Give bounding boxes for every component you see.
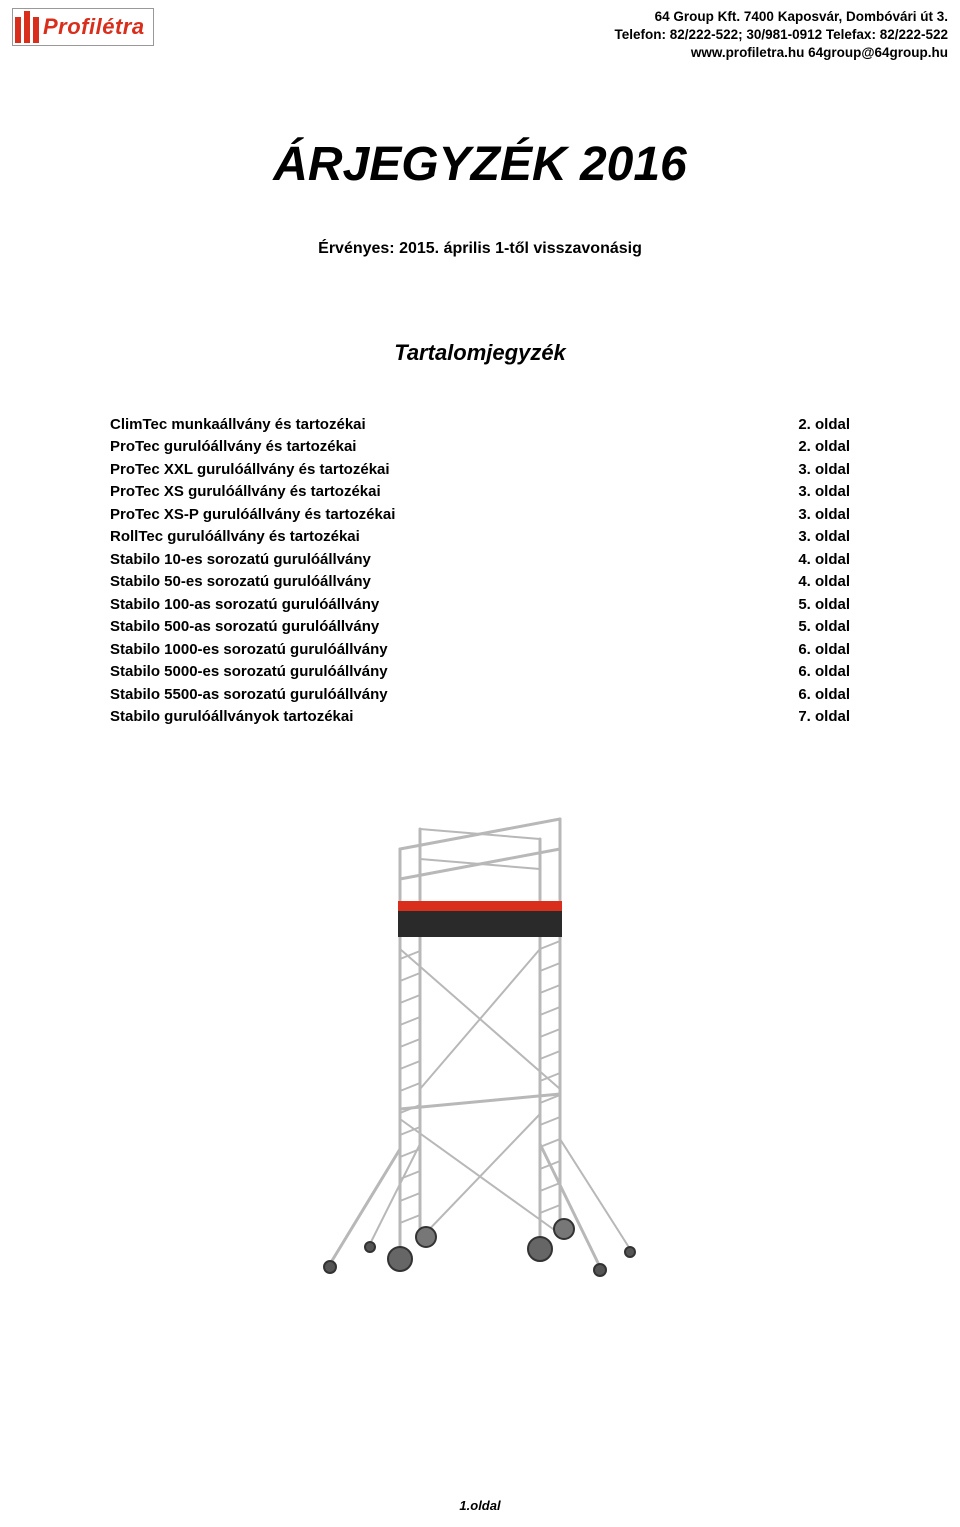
toc-label: RollTec gurulóállvány és tartozékai bbox=[110, 526, 360, 549]
toc-label: ProTec XS gurulóállvány és tartozékai bbox=[110, 481, 381, 504]
toc-label: ProTec XS-P gurulóállvány és tartozékai bbox=[110, 504, 395, 527]
company-line-1: 64 Group Kft. 7400 Kaposvár, Dombóvári ú… bbox=[615, 8, 948, 26]
toc-page: 3. oldal bbox=[798, 481, 850, 504]
toc-label: Stabilo gurulóállványok tartozékai bbox=[110, 706, 353, 729]
toc-row: ProTec gurulóállvány és tartozékai 2. old… bbox=[110, 436, 850, 459]
toc-label: ProTec XXL gurulóállvány és tartozékai bbox=[110, 459, 390, 482]
toc-label: Stabilo 100-as sorozatú gurulóállvány bbox=[110, 594, 379, 617]
toc-page: 3. oldal bbox=[798, 459, 850, 482]
table-of-contents: ClimTec munkaállvány és tartozékai 2. old… bbox=[110, 414, 850, 729]
toc-row: Stabilo 10-es sorozatú gurulóállvány 4. o… bbox=[110, 549, 850, 572]
toc-label: Stabilo 5500-as sorozatú gurulóállvány bbox=[110, 684, 388, 707]
toc-row: Stabilo 50-es sorozatú gurulóállvány 4. o… bbox=[110, 571, 850, 594]
toc-page: 5. oldal bbox=[798, 616, 850, 639]
logo-bars-icon bbox=[15, 11, 39, 43]
toc-page: 3. oldal bbox=[798, 504, 850, 527]
toc-row: Stabilo 100-as sorozatú gurulóállvány 5. … bbox=[110, 594, 850, 617]
toc-page: 4. oldal bbox=[798, 571, 850, 594]
toc-label: ClimTec munkaállvány és tartozékai bbox=[110, 414, 366, 437]
toc-row: Stabilo 1000-es sorozatú gurulóállvány 6.… bbox=[110, 639, 850, 662]
page-header: Profilétra 64 Group Kft. 7400 Kaposvár, … bbox=[0, 0, 960, 67]
scaffold-illustration bbox=[0, 789, 960, 1289]
toc-row: Stabilo gurulóállványok tartozékai 7. old… bbox=[110, 706, 850, 729]
toc-row: ProTec XXL gurulóállvány és tartozékai 3.… bbox=[110, 459, 850, 482]
toc-row: Stabilo 5000-es sorozatú gurulóállvány 6.… bbox=[110, 661, 850, 684]
scaffold-tower-icon bbox=[300, 789, 660, 1289]
toc-label: Stabilo 500-as sorozatú gurulóállvány bbox=[110, 616, 379, 639]
toc-row: RollTec gurulóállvány és tartozékai 3. ol… bbox=[110, 526, 850, 549]
toc-label: Stabilo 10-es sorozatú gurulóállvány bbox=[110, 549, 371, 572]
toc-row: ClimTec munkaállvány és tartozékai 2. old… bbox=[110, 414, 850, 437]
toc-page: 2. oldal bbox=[798, 414, 850, 437]
toc-page: 3. oldal bbox=[798, 526, 850, 549]
logo-text: Profilétra bbox=[43, 14, 145, 40]
company-line-2: Telefon: 82/222-522; 30/981-0912 Telefax… bbox=[615, 26, 948, 44]
toc-title: Tartalomjegyzék bbox=[0, 340, 960, 366]
toc-page: 6. oldal bbox=[798, 639, 850, 662]
company-line-3: www.profiletra.hu 64group@64group.hu bbox=[615, 44, 948, 62]
toc-label: Stabilo 1000-es sorozatú gurulóállvány bbox=[110, 639, 388, 662]
toc-row: Stabilo 500-as sorozatú gurulóállvány 5. … bbox=[110, 616, 850, 639]
company-info: 64 Group Kft. 7400 Kaposvár, Dombóvári ú… bbox=[615, 8, 948, 63]
toc-page: 7. oldal bbox=[798, 706, 850, 729]
validity-text: Érvényes: 2015. április 1-től visszavoná… bbox=[0, 240, 960, 258]
toc-page: 2. oldal bbox=[798, 436, 850, 459]
toc-label: ProTec gurulóállvány és tartozékai bbox=[110, 436, 356, 459]
toc-row: ProTec XS gurulóállvány és tartozékai 3. … bbox=[110, 481, 850, 504]
toc-row: ProTec XS-P gurulóállvány és tartozékai 3… bbox=[110, 504, 850, 527]
toc-page: 4. oldal bbox=[798, 549, 850, 572]
toc-page: 5. oldal bbox=[798, 594, 850, 617]
toc-label: Stabilo 5000-es sorozatú gurulóállvány bbox=[110, 661, 388, 684]
logo: Profilétra bbox=[12, 8, 154, 46]
page-number: 1.oldal bbox=[0, 1498, 960, 1513]
toc-page: 6. oldal bbox=[798, 661, 850, 684]
toc-page: 6. oldal bbox=[798, 684, 850, 707]
toc-label: Stabilo 50-es sorozatú gurulóállvány bbox=[110, 571, 371, 594]
toc-row: Stabilo 5500-as sorozatú gurulóállvány 6.… bbox=[110, 684, 850, 707]
main-title: ÁRJEGYZÉK 2016 bbox=[0, 137, 960, 192]
